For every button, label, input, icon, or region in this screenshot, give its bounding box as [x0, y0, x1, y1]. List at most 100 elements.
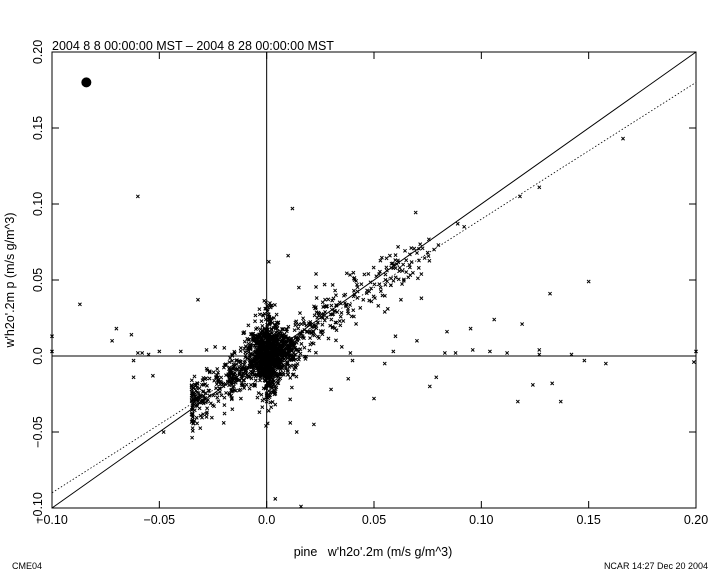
- data-point: [200, 389, 205, 394]
- data-point: [337, 319, 342, 324]
- data-point: [283, 358, 288, 363]
- data-point: [312, 313, 317, 318]
- data-point: [244, 382, 249, 387]
- data-point: [294, 430, 299, 434]
- data-point: [361, 297, 366, 302]
- data-point: [520, 322, 525, 327]
- data-point: [244, 375, 249, 380]
- data-point: [414, 338, 419, 343]
- data-point: [346, 376, 351, 381]
- data-point: [346, 306, 351, 311]
- data-point: [321, 305, 326, 309]
- chart-title: 2004 8 8 00:00:00 MST – 2004 8 28 00:00:…: [52, 39, 334, 53]
- data-point: [212, 378, 217, 383]
- data-point: [239, 383, 244, 388]
- data-point: [289, 348, 294, 352]
- data-point: [372, 396, 376, 401]
- data-point: [391, 278, 396, 283]
- data-point: [382, 361, 387, 366]
- data-point: [266, 345, 271, 350]
- data-point: [197, 393, 202, 398]
- data-point: [329, 303, 334, 308]
- data-point: [248, 345, 253, 350]
- data-point: [432, 247, 437, 252]
- data-point: [283, 367, 288, 371]
- data-point: [278, 346, 283, 351]
- data-point: [223, 362, 228, 367]
- data-point: [250, 332, 255, 337]
- data-point: [213, 344, 218, 349]
- data-point: [258, 375, 263, 380]
- data-point: [266, 408, 271, 413]
- data-point: [339, 301, 343, 306]
- data-point: [197, 400, 202, 405]
- data-point: [189, 412, 194, 417]
- data-point: [276, 320, 281, 325]
- data-point: [257, 332, 261, 337]
- data-point: [263, 336, 268, 341]
- data-point: [334, 338, 338, 343]
- data-point: [239, 374, 244, 379]
- data-point: [257, 364, 262, 369]
- data-point: [406, 275, 411, 280]
- data-point: [367, 289, 372, 294]
- data-point: [288, 375, 293, 380]
- data-point: [355, 282, 359, 287]
- data-point: [515, 399, 520, 404]
- footer-left-label: CME04: [12, 561, 42, 571]
- data-point: [263, 333, 268, 338]
- data-point: [550, 381, 555, 386]
- data-point: [259, 373, 264, 378]
- data-point: [216, 399, 221, 404]
- data-point: [292, 328, 297, 333]
- data-point: [273, 330, 278, 335]
- data-point: [270, 377, 275, 382]
- data-point: [341, 319, 346, 323]
- data-point: [262, 354, 267, 359]
- data-point: [468, 326, 473, 331]
- data-point: [400, 282, 405, 286]
- x-tick-label: −0.10: [36, 513, 68, 527]
- data-point: [228, 356, 233, 360]
- data-point: [238, 346, 243, 350]
- data-point: [274, 342, 279, 347]
- data-point: [505, 351, 510, 355]
- data-point: [398, 297, 403, 302]
- data-point: [210, 403, 215, 408]
- data-point: [426, 237, 431, 242]
- data-point: [333, 293, 338, 298]
- data-point: [419, 272, 424, 277]
- data-point: [243, 371, 248, 376]
- regression-line: [51, 82, 697, 494]
- data-point: [200, 400, 205, 405]
- data-point: [201, 412, 206, 417]
- data-point: [265, 339, 270, 344]
- data-point: [289, 342, 294, 347]
- data-point: [301, 316, 306, 321]
- data-point: [359, 282, 364, 287]
- data-point: [238, 396, 243, 401]
- data-point: [243, 353, 248, 358]
- data-point: [264, 391, 269, 396]
- data-point: [253, 319, 257, 324]
- data-point: [393, 334, 398, 339]
- data-point: [249, 363, 254, 368]
- data-point: [338, 314, 343, 319]
- data-point: [266, 259, 271, 264]
- data-point: [256, 339, 261, 344]
- data-point: [296, 349, 301, 354]
- data-point: [417, 258, 421, 263]
- data-point: [204, 366, 209, 371]
- data-point: [296, 322, 301, 327]
- data-point: [299, 331, 304, 336]
- data-point: [279, 351, 284, 356]
- data-point: [207, 393, 212, 398]
- data-point: [487, 349, 492, 354]
- tick-labels: −0.10 −0.05 0.0 0.05 0.10 0.15 0.20 −0.10 −0.05 0…: [31, 40, 708, 527]
- data-point: [242, 346, 247, 351]
- data-point: [455, 221, 460, 226]
- data-point: [198, 413, 203, 418]
- data-point: [202, 396, 207, 401]
- data-point: [276, 331, 281, 336]
- data-point: [260, 340, 265, 345]
